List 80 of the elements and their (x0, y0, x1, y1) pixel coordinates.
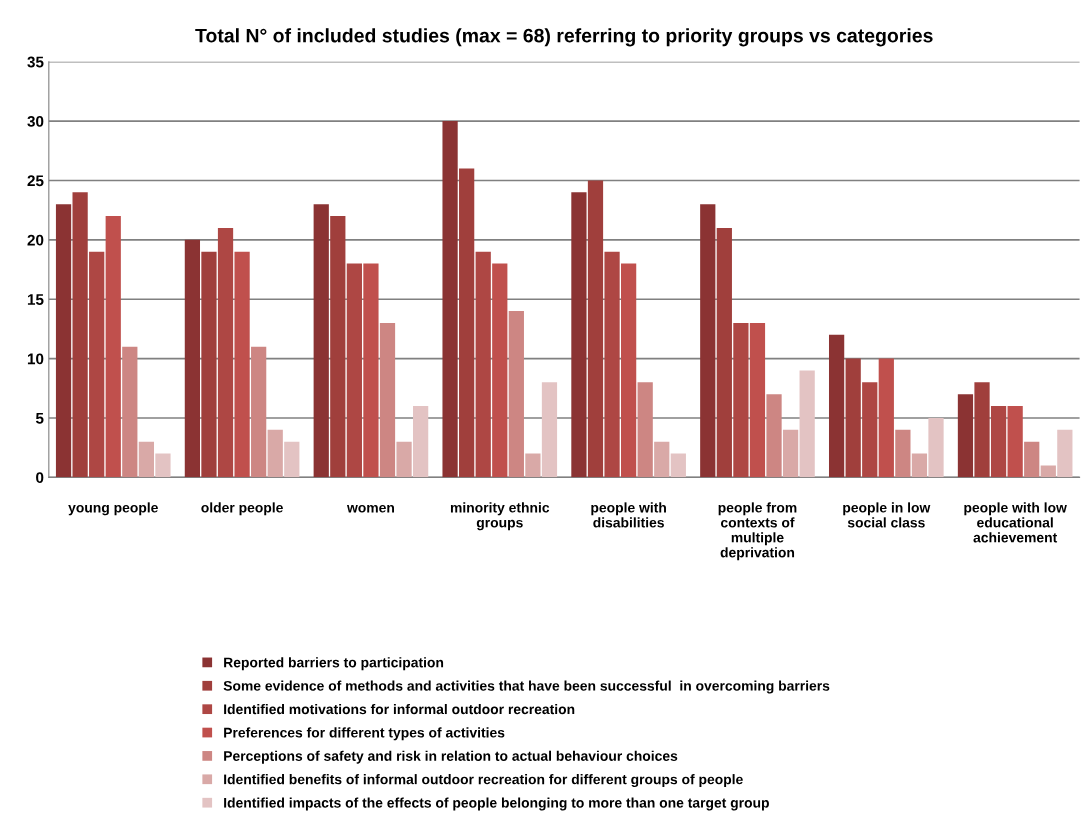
bar (217, 227, 234, 478)
bar (637, 382, 653, 478)
bar (957, 394, 974, 478)
legend-label: Reported barriers to participation (224, 657, 444, 671)
bar (990, 406, 1007, 478)
bar (251, 346, 267, 478)
x-tick-label: women (346, 504, 394, 513)
legend-label: Perceptions of safety and risk in relation to actual behaviour choices (224, 750, 678, 764)
bar (459, 168, 475, 478)
y-tick-label: 25 (27, 175, 44, 187)
bar (766, 394, 782, 478)
bar (799, 370, 815, 478)
chart-title: Total N° of included studies (max = 68) referring to priority groups vs categories (195, 28, 933, 47)
bar (55, 204, 72, 478)
bar (670, 453, 686, 478)
bar (862, 382, 878, 478)
bar (828, 334, 845, 478)
bar (201, 251, 217, 478)
bar (313, 204, 329, 478)
bar (122, 346, 138, 478)
bar (621, 263, 637, 478)
bar (1057, 429, 1073, 478)
bar (155, 453, 171, 478)
bar (654, 441, 670, 478)
bar (267, 429, 283, 478)
bar (508, 311, 524, 478)
x-tick-label: people with low educational achievement (964, 502, 1067, 543)
bar (475, 251, 491, 478)
x-tick-label: people with disabilities (591, 502, 666, 528)
bar (284, 441, 300, 478)
bar (525, 453, 541, 478)
bar (700, 204, 716, 478)
y-tick-label: 5 (35, 412, 44, 424)
legend-label: Identified benefits of informal outdoor recreation for different groups of people (224, 774, 743, 788)
bar (1007, 406, 1023, 478)
legend-label: Preferences for different types of activities (224, 727, 505, 741)
bar (716, 227, 732, 478)
bar (234, 251, 250, 478)
bar (413, 406, 429, 478)
bar (878, 358, 894, 478)
bar (733, 322, 749, 478)
bar (442, 121, 458, 478)
bar (138, 441, 154, 478)
bar (782, 429, 799, 478)
y-tick-label: 20 (27, 234, 44, 246)
legend-label: Some evidence of methods and activities that have been successful in overcoming barriers (223, 680, 830, 694)
bar (541, 382, 558, 478)
x-tick-label: people from contexts of multiple deprivation (718, 502, 797, 561)
y-tick-label: 0 (36, 472, 44, 484)
legend-label: Identified impacts of the effects of people belonging to more than one target group (224, 797, 769, 811)
bar (895, 429, 911, 478)
y-tick-label: 30 (27, 115, 44, 127)
bar (363, 263, 379, 478)
bar (911, 453, 928, 478)
bar (604, 251, 620, 478)
bar (184, 239, 201, 478)
bar (928, 417, 944, 478)
bar (379, 322, 396, 478)
y-tick-label: 35 (27, 56, 44, 68)
bar (571, 192, 587, 478)
bar (72, 192, 88, 478)
bar (330, 216, 346, 478)
bar (492, 263, 508, 478)
bar (587, 180, 604, 478)
bar (749, 322, 766, 478)
x-tick-label: people in low social class (843, 502, 931, 528)
y-tick-label: 15 (27, 294, 44, 305)
bar (845, 358, 861, 478)
bar (105, 216, 121, 478)
x-tick-label: older people (201, 502, 283, 516)
bar (346, 263, 362, 478)
bar (89, 251, 105, 478)
bar (974, 382, 990, 478)
bar (1024, 441, 1040, 478)
bar (396, 441, 412, 478)
legend-label: Identified motivations for informal outdoor recreation (224, 703, 575, 715)
x-tick-label: young people (68, 502, 158, 516)
bar (1040, 465, 1056, 478)
y-tick-label: 10 (27, 353, 44, 365)
x-tick-label: minority ethnic groups (450, 502, 550, 531)
